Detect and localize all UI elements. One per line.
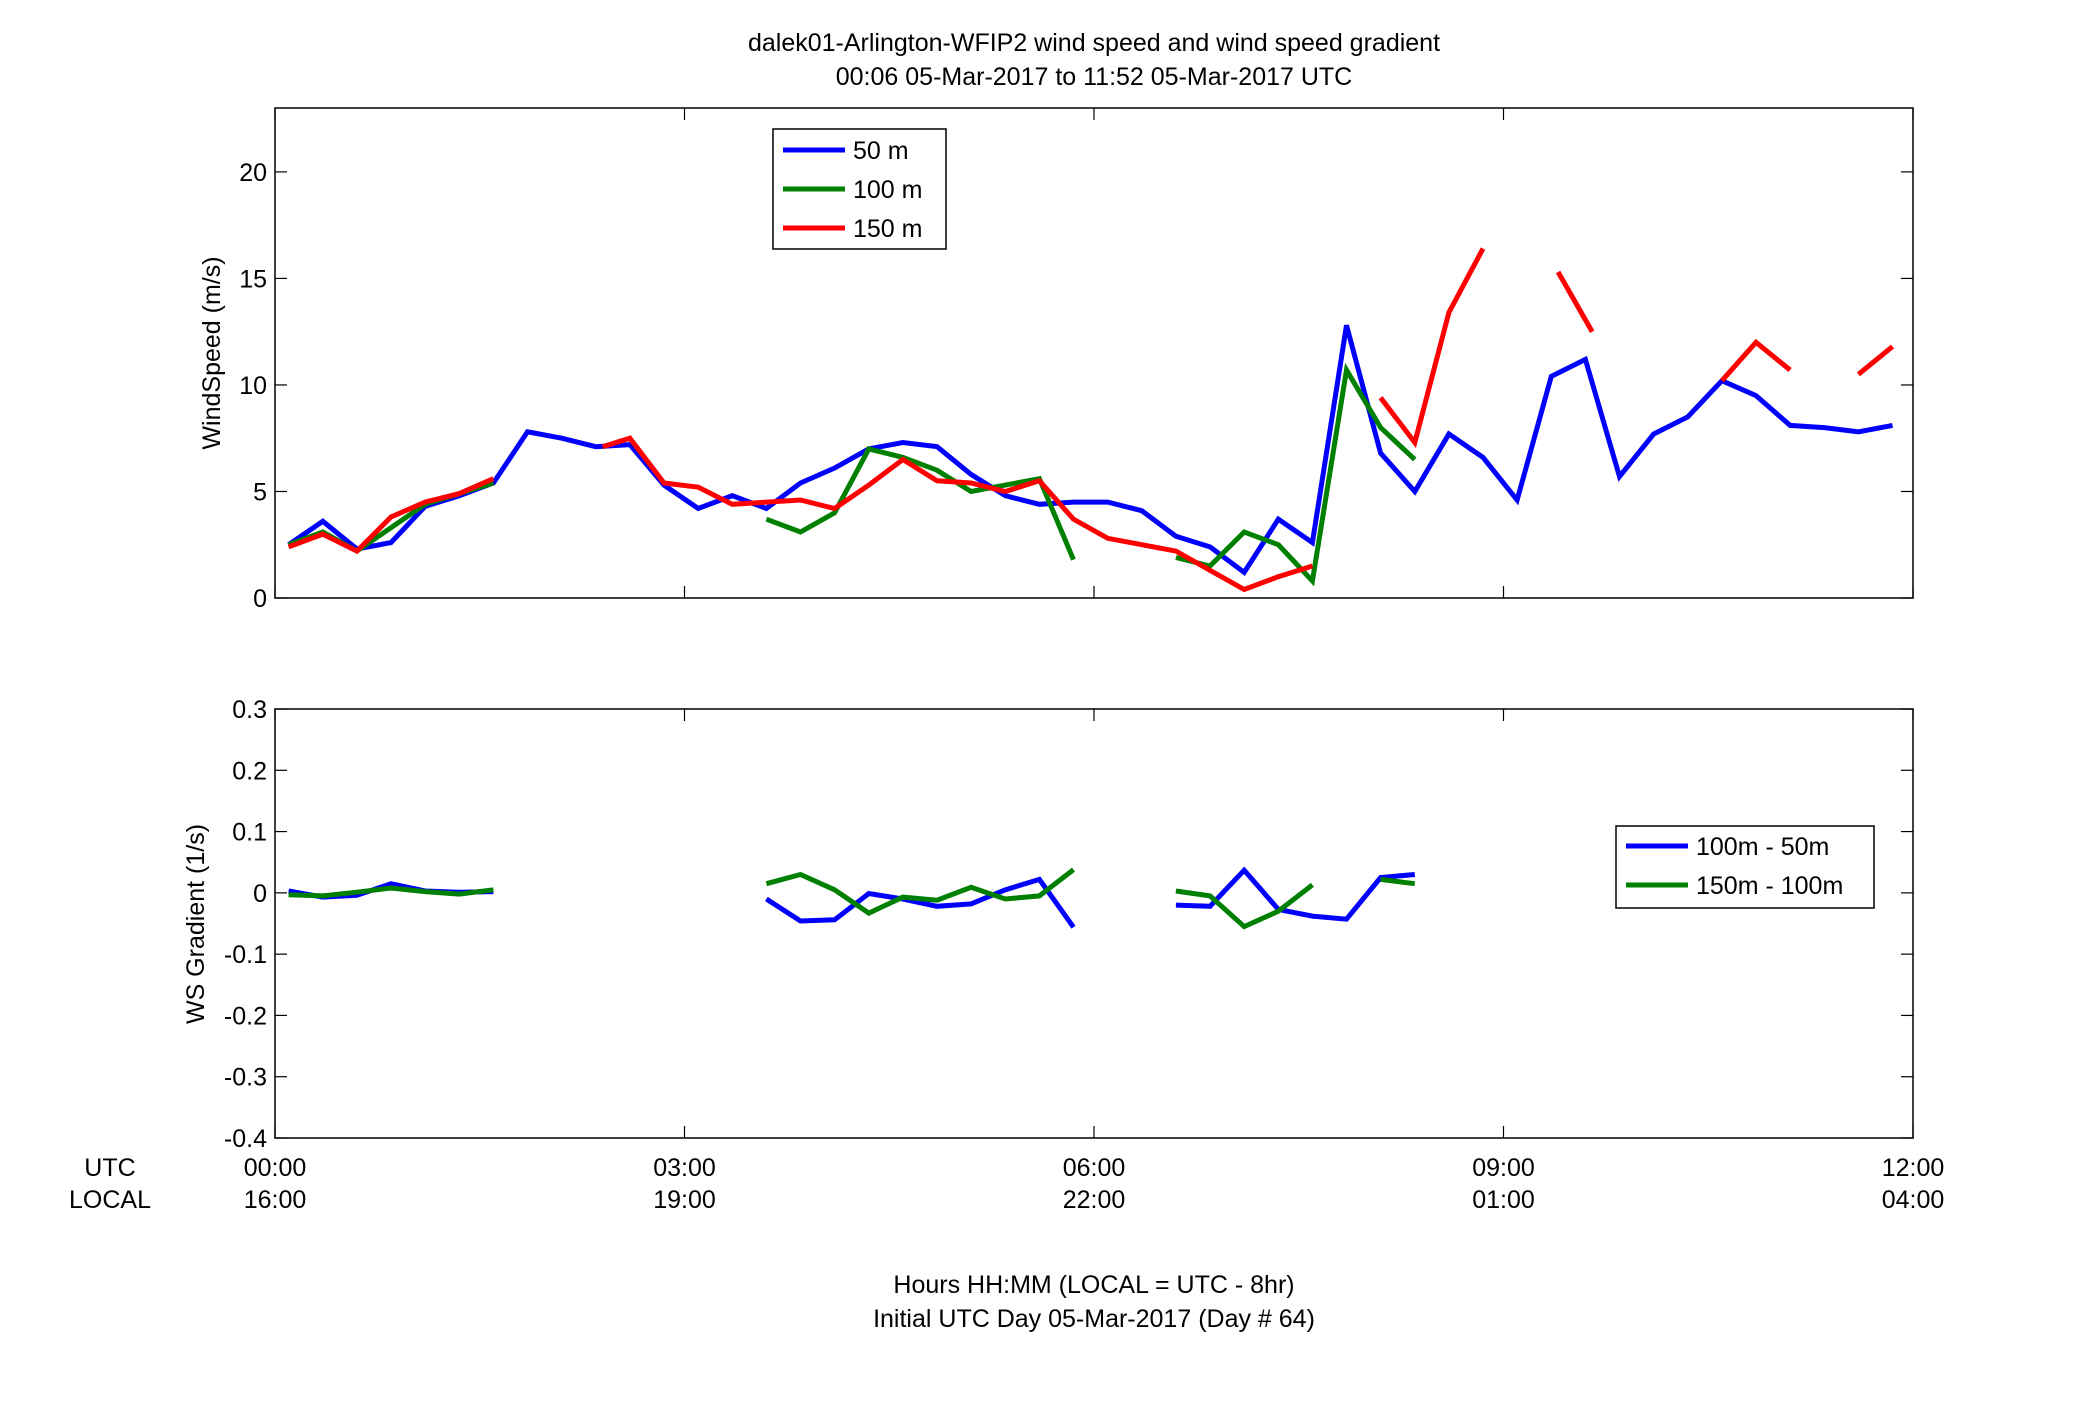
series-line-100m-50m xyxy=(765,876,1076,929)
legend-label-150m: 150 m xyxy=(853,215,922,243)
wind-speed-y-tick-label: 0 xyxy=(253,585,267,613)
x-tick-label-utc: 12:00 xyxy=(1882,1154,1945,1182)
gradient-y-tick-label: 0.3 xyxy=(232,696,267,724)
legend-label-100m: 100 m xyxy=(853,176,922,204)
utc-row-label: UTC xyxy=(84,1154,135,1182)
series-line-100-m xyxy=(765,446,1076,561)
series-line-150-m xyxy=(1378,247,1486,449)
wind-speed-panel: 0 5 10 15 20 WindSpeed (m/s) 50 m 100 m 150 … xyxy=(198,107,1914,613)
series-line-150m-100m xyxy=(288,885,494,899)
wind-speed-y-tick-label: 15 xyxy=(239,265,267,293)
x-tick-label-local: 04:00 xyxy=(1882,1186,1945,1214)
x-tick-label-utc: 06:00 xyxy=(1063,1154,1126,1182)
gradient-y-tick-label: 0.1 xyxy=(232,819,267,847)
gradient-axes: -0.4 -0.3 -0.2 -0.1 0 0.1 0.2 0.3 00:00 16:00 03:0… xyxy=(224,696,1944,1214)
gradient-legend-box xyxy=(1615,825,1875,909)
wind-speed-plot-frame xyxy=(274,107,1914,599)
wind-speed-y-tick-label: 10 xyxy=(239,372,267,400)
chart-subtitle: 00:06 05-Mar-2017 to 11:52 05-Mar-2017 U… xyxy=(836,63,1352,91)
series-line-150-m xyxy=(1555,270,1595,333)
gradient-legend: 100m - 50m 150m - 100m xyxy=(1615,825,1875,909)
wind-speed-y-tick-label: 5 xyxy=(253,478,267,506)
wind-speed-legend: 50 m 100 m 150 m xyxy=(772,128,947,250)
gradient-y-tick-label: -0.1 xyxy=(224,941,267,969)
series-line-150m-100m xyxy=(765,867,1076,916)
x-tick-label-local: 16:00 xyxy=(244,1186,307,1214)
x-tick-label-utc: 00:00 xyxy=(244,1154,307,1182)
x-tick-label-utc: 03:00 xyxy=(653,1154,716,1182)
legend-label-150m-100m: 150m - 100m xyxy=(1696,872,1843,900)
local-row-label: LOCAL xyxy=(69,1186,151,1214)
x-tick-label-local: 01:00 xyxy=(1472,1186,1535,1214)
wind-speed-y-axis-label: WindSpeed (m/s) xyxy=(198,256,226,449)
x-tick-label-local: 22:00 xyxy=(1063,1186,1126,1214)
gradient-panel: -0.4 -0.3 -0.2 -0.1 0 0.1 0.2 0.3 00:00 16:00 03:0… xyxy=(69,696,1944,1333)
gradient-lines xyxy=(288,866,1416,930)
x-axis-label: Hours HH:MM (LOCAL = UTC - 8hr) xyxy=(893,1271,1294,1299)
series-line-150-m xyxy=(287,476,495,555)
series-line-150-m xyxy=(1720,338,1792,383)
series-line-50-m xyxy=(287,324,1893,577)
series-line-150-m xyxy=(601,435,1314,593)
gradient-plot-frame xyxy=(274,708,1914,1139)
x-axis-label-day: Initial UTC Day 05-Mar-2017 (Day # 64) xyxy=(873,1305,1315,1333)
gradient-y-tick-label: -0.4 xyxy=(224,1125,267,1153)
gradient-y-tick-label: 0.2 xyxy=(232,757,267,785)
legend-label-50m: 50 m xyxy=(853,137,909,165)
x-tick-label-utc: 09:00 xyxy=(1472,1154,1535,1182)
series-line-150m-100m xyxy=(1175,882,1314,930)
wind-speed-axes: 0 5 10 15 20 xyxy=(239,108,1914,613)
series-line-150-m xyxy=(1856,344,1895,377)
series-line-100-m xyxy=(1175,362,1417,587)
gradient-y-tick-label: -0.2 xyxy=(224,1002,267,1030)
series-line-150m-100m xyxy=(1380,876,1416,887)
legend-label-100m-50m: 100m - 50m xyxy=(1696,833,1829,861)
gradient-y-tick-label: 0 xyxy=(253,880,267,908)
wind-speed-lines xyxy=(287,247,1895,593)
x-tick-label-local: 19:00 xyxy=(653,1186,716,1214)
wind-speed-y-tick-label: 20 xyxy=(239,159,267,187)
chart-title: dalek01-Arlington-WFIP2 wind speed and w… xyxy=(748,29,1440,57)
gradient-y-axis-label: WS Gradient (1/s) xyxy=(182,824,210,1024)
gradient-y-tick-label: -0.3 xyxy=(224,1064,267,1092)
